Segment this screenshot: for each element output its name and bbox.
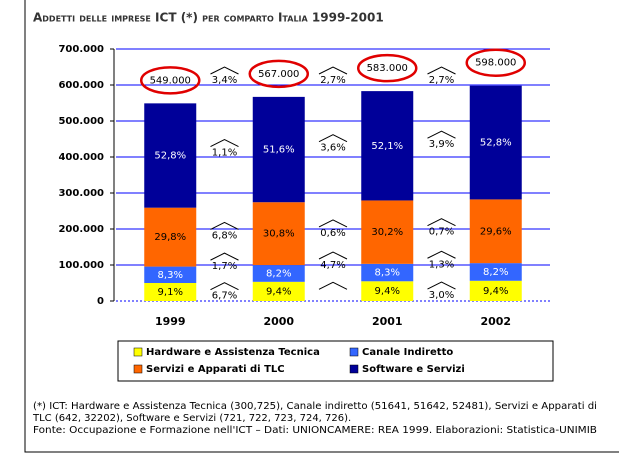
caret bbox=[427, 218, 456, 227]
y-tick-label: 700.000 bbox=[58, 44, 104, 55]
bar-segment bbox=[252, 202, 305, 266]
segment-label: 52,8% bbox=[480, 138, 512, 149]
growth-segment: 3,6% bbox=[320, 143, 345, 154]
total-ring bbox=[248, 59, 309, 89]
bar-segment bbox=[252, 265, 305, 282]
segment-label: 30,2% bbox=[371, 227, 403, 238]
segment-label: 52,1% bbox=[371, 141, 403, 152]
segment-label: 52,8% bbox=[154, 151, 186, 162]
x-tick-label: 1999 bbox=[155, 315, 186, 328]
y-tick-label: 400.000 bbox=[58, 152, 104, 163]
legend-label: Canale Indiretto bbox=[362, 347, 453, 358]
x-tick-label: 2000 bbox=[263, 315, 294, 328]
caret bbox=[427, 66, 456, 75]
caret bbox=[210, 252, 239, 261]
y-tick-label: 600.000 bbox=[58, 80, 104, 91]
caret bbox=[210, 66, 239, 75]
growth-segment: 1,3% bbox=[429, 259, 454, 270]
x-tick-label: 2002 bbox=[480, 315, 511, 328]
caret bbox=[210, 282, 239, 291]
x-tick-label: 2001 bbox=[372, 315, 403, 328]
bar-segment bbox=[361, 281, 414, 301]
bar-segment bbox=[469, 85, 522, 200]
growth-segment: 3,0% bbox=[429, 290, 454, 301]
growth-segment: 1,1% bbox=[212, 148, 237, 159]
segment-label: 8,2% bbox=[483, 267, 508, 278]
segment-label: 9,4% bbox=[483, 286, 508, 297]
segment-label: 8,3% bbox=[158, 270, 183, 281]
total-ring bbox=[140, 66, 201, 95]
segment-label: 51,6% bbox=[263, 145, 295, 156]
caret bbox=[318, 66, 348, 75]
bar-segment bbox=[144, 207, 197, 267]
bar-segment bbox=[361, 91, 414, 201]
legend-label: Software e Servizi bbox=[362, 364, 465, 375]
segment-label: 30,8% bbox=[263, 229, 295, 240]
y-tick-label: 300.000 bbox=[58, 188, 104, 199]
total-label: 583.000 bbox=[367, 63, 408, 74]
caret bbox=[318, 281, 348, 290]
growth-total: 3,4% bbox=[212, 75, 237, 86]
growth-total: 2,7% bbox=[429, 75, 454, 86]
caret bbox=[318, 134, 348, 143]
y-tick-label: 500.000 bbox=[58, 116, 104, 127]
segment-label: 29,6% bbox=[480, 226, 512, 237]
caret bbox=[318, 251, 348, 260]
segment-label: 9,1% bbox=[158, 287, 183, 298]
frame bbox=[24, 0, 619, 453]
caret bbox=[210, 221, 239, 230]
caret bbox=[427, 281, 456, 290]
legend-box bbox=[117, 340, 554, 382]
caret bbox=[318, 219, 348, 228]
segment-label: 9,4% bbox=[266, 286, 291, 297]
bar-segment bbox=[469, 280, 522, 301]
bar-segment bbox=[469, 263, 522, 281]
growth-segment: 3,9% bbox=[429, 139, 454, 150]
bar-segment bbox=[361, 263, 414, 282]
y-tick-label: 0 bbox=[97, 296, 104, 307]
legend-swatch bbox=[133, 364, 143, 374]
bar-segment bbox=[252, 281, 305, 301]
growth-segment: 4,7% bbox=[320, 260, 345, 271]
segment-label: 8,2% bbox=[266, 268, 291, 279]
legend-label: Hardware e Assistenza Tecnica bbox=[146, 347, 320, 358]
total-label: 549.000 bbox=[150, 75, 191, 86]
legend-swatch bbox=[349, 364, 359, 374]
bar-segment bbox=[469, 199, 522, 264]
chart-title: Addetti delle imprese ICT (*) per compar… bbox=[33, 11, 384, 25]
bar-segment bbox=[144, 266, 197, 283]
footnote: Fonte: Occupazione e Formazione nell'ICT… bbox=[33, 425, 597, 436]
total-ring bbox=[465, 48, 526, 77]
growth-segment: 6,8% bbox=[212, 230, 237, 241]
legend-label: Servizi e Apparati di TLC bbox=[146, 364, 285, 375]
growth-segment: 0,6% bbox=[320, 228, 345, 239]
segment-label: 8,3% bbox=[375, 268, 400, 279]
total-label: 598.000 bbox=[475, 58, 516, 69]
growth-segment: 0,7% bbox=[429, 227, 454, 238]
growth-total: 2,7% bbox=[320, 75, 345, 86]
footnote: (*) ICT: Hardware e Assistenza Tecnica (… bbox=[33, 401, 597, 412]
footnote: TLC (642, 32202), Software e Servizi (72… bbox=[32, 413, 351, 424]
growth-segment: 6,7% bbox=[212, 291, 237, 302]
segment-label: 29,8% bbox=[154, 232, 186, 243]
total-label: 567.000 bbox=[258, 69, 299, 80]
bar-segment bbox=[252, 96, 305, 203]
segment-label: 9,4% bbox=[375, 286, 400, 297]
y-tick-label: 200.000 bbox=[58, 224, 104, 235]
legend-swatch bbox=[349, 347, 359, 357]
caret bbox=[427, 250, 456, 259]
caret bbox=[210, 138, 239, 147]
bar-segment bbox=[144, 103, 197, 208]
total-ring bbox=[357, 53, 418, 83]
bar-segment bbox=[361, 200, 414, 264]
legend-swatch bbox=[133, 347, 143, 357]
caret bbox=[427, 130, 456, 139]
bar-segment bbox=[144, 283, 197, 301]
growth-segment: 1,7% bbox=[212, 261, 237, 272]
y-tick-label: 100.000 bbox=[58, 260, 104, 271]
